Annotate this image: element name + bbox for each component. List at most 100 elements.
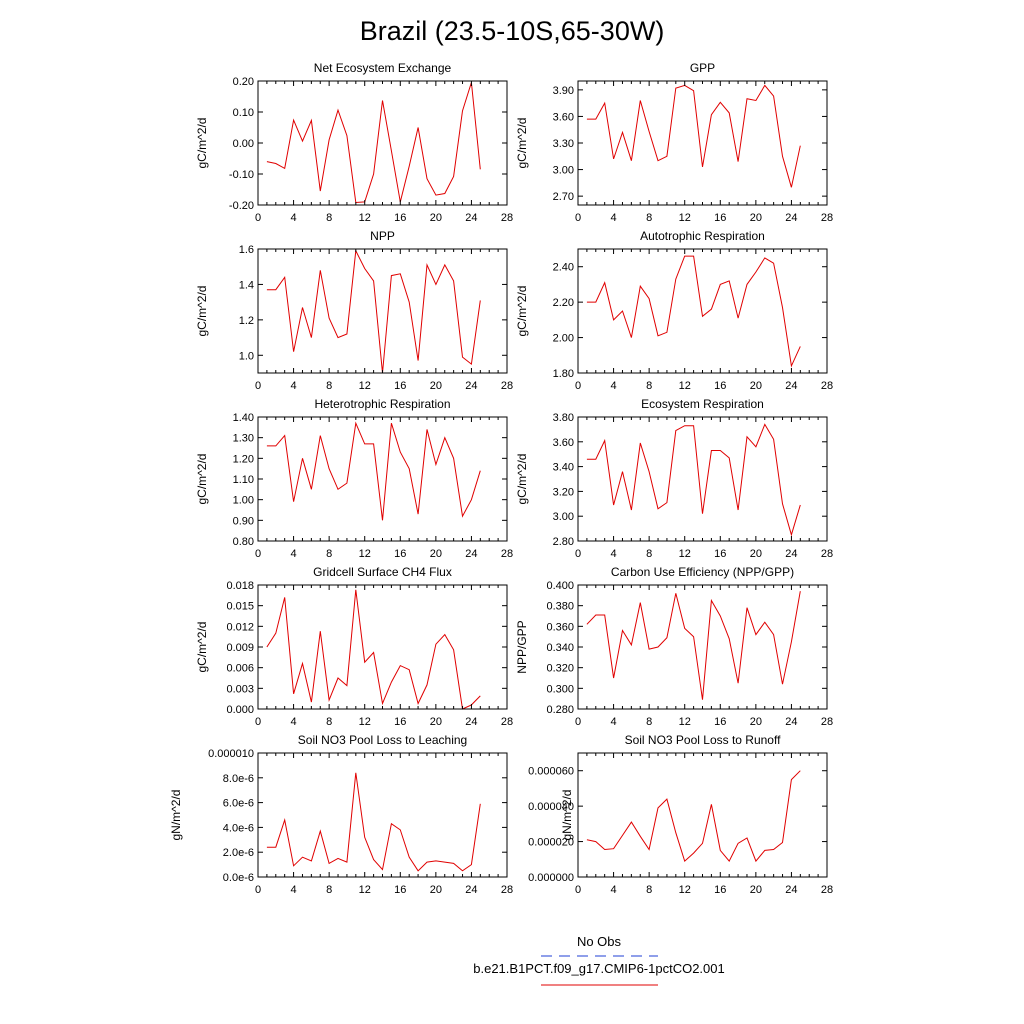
panel-10-xtick-label: 8: [646, 884, 652, 896]
panel-7-ytick-label: 0.000: [226, 704, 254, 716]
panel-3-xtick-label: 4: [291, 380, 297, 392]
legend-model-label: b.e21.B1PCT.f09_g17.CMIP6-1pctCO2.001: [473, 961, 724, 976]
panel-2-ytick-label: 3.90: [553, 85, 574, 97]
panel-9-ytick-label: 2.0e-6: [223, 847, 254, 859]
panel-9: Soil NO3 Pool Loss to Leaching 0 4 8 12 16 20 2…: [169, 733, 513, 896]
panel-10-ytick-label: 0.000040: [528, 801, 574, 813]
panel-2-ytick-label: 3.30: [553, 138, 574, 150]
panel-7-xtick-label: 28: [501, 716, 513, 728]
panel-7-ylabel: gC/m^2/d: [195, 622, 209, 673]
panel-10-plot-frame: [577, 752, 828, 878]
panel-9-xtick-label: 12: [359, 884, 371, 896]
legend-obs-label: No Obs: [577, 934, 622, 949]
panel-6-xtick-label: 8: [646, 548, 652, 560]
panel-7-series-line: [266, 589, 481, 710]
panel-10-ylabel: gN/m^2/d: [560, 790, 574, 841]
panel-5-xtick-label: 24: [465, 548, 477, 560]
panel-4-ytick-label: 1.80: [553, 368, 574, 380]
panel-6-xtick-label: 0: [575, 548, 581, 560]
panel-3: NPP 0 4 8 12 16 20 24 28 1.0 1.2 1.4 1.6 gC/m^2/d: [195, 229, 513, 392]
panel-5: Heterotrophic Respiration 0 4 8 12 16 20 24 28 0.…: [195, 397, 513, 560]
panel-7-xtick-label: 0: [255, 716, 261, 728]
panel-2-xtick-label: 28: [821, 212, 833, 224]
panel-6: Ecosystem Respiration 0 4 8 12 16 20 24 28 2.80 3.…: [515, 397, 833, 560]
panel-1-title: Net Ecosystem Exchange: [314, 61, 452, 75]
panel-3-xtick-label: 16: [394, 380, 406, 392]
panel-2-xtick-label: 16: [714, 212, 726, 224]
panel-9-ytick-label: 8.0e-6: [223, 773, 254, 785]
panel-3-xtick-label: 24: [465, 380, 477, 392]
panel-5-xtick-label: 28: [501, 548, 513, 560]
panel-3-xtick-label: 20: [430, 380, 442, 392]
panel-8-xtick-label: 24: [785, 716, 797, 728]
panel-2-plot-frame: [577, 80, 828, 206]
panel-8-xtick-label: 0: [575, 716, 581, 728]
panel-1-xtick-label: 12: [359, 212, 371, 224]
panel-9-xtick-label: 16: [394, 884, 406, 896]
panel-5-ytick-label: 0.80: [233, 536, 254, 548]
panel-5-ytick-label: 1.40: [233, 412, 254, 424]
panel-3-ylabel: gC/m^2/d: [195, 286, 209, 337]
panel-4-ytick-label: 2.00: [553, 333, 574, 345]
panel-9-title: Soil NO3 Pool Loss to Leaching: [298, 733, 467, 747]
panel-7-ytick-label: 0.015: [226, 601, 254, 613]
panel-9-ytick-label: 0.0e-6: [223, 872, 254, 884]
panel-3-ytick-label: 1.4: [239, 279, 254, 291]
panel-7-title: Gridcell Surface CH4 Flux: [313, 565, 452, 579]
panel-6-xtick-label: 20: [750, 548, 762, 560]
panel-5-plot-frame: [257, 416, 508, 542]
panel-7-ytick-label: 0.006: [226, 663, 254, 675]
panel-8-plot-frame: [577, 584, 828, 710]
panel-6-ytick-label: 3.60: [553, 437, 574, 449]
panel-3-title: NPP: [370, 229, 395, 243]
panel-6-xtick-label: 28: [821, 548, 833, 560]
panel-4-xtick-label: 16: [714, 380, 726, 392]
panel-5-xtick-label: 8: [326, 548, 332, 560]
panel-7-xtick-label: 16: [394, 716, 406, 728]
panel-6-ytick-label: 2.80: [553, 536, 574, 548]
panel-5-xtick-label: 12: [359, 548, 371, 560]
panel-1-xtick-label: 16: [394, 212, 406, 224]
panel-5-ytick-label: 1.10: [233, 474, 254, 486]
panel-8-xtick-label: 16: [714, 716, 726, 728]
panel-3-xtick-label: 12: [359, 380, 371, 392]
panel-8-ylabel: NPP/GPP: [515, 620, 529, 673]
panel-10-ytick-label: 0.000060: [528, 766, 574, 778]
panel-9-xtick-label: 4: [291, 884, 297, 896]
panel-8-ytick-label: 0.320: [546, 663, 574, 675]
panel-10-series-line: [586, 770, 801, 863]
panel-4-xtick-label: 20: [750, 380, 762, 392]
panel-7-ytick-label: 0.009: [226, 642, 254, 654]
figure-title: Brazil (23.5-10S,65-30W): [360, 16, 665, 46]
panel-5-ytick-label: 1.20: [233, 453, 254, 465]
panel-9-plot-frame: [257, 752, 508, 878]
panel-4-xtick-label: 4: [611, 380, 617, 392]
panel-8-title: Carbon Use Efficiency (NPP/GPP): [611, 565, 794, 579]
panel-5-ytick-label: 0.90: [233, 515, 254, 527]
panel-2-ytick-label: 3.60: [553, 111, 574, 123]
panel-8-ytick-label: 0.400: [546, 580, 574, 592]
panel-10-xtick-label: 4: [611, 884, 617, 896]
panel-6-ytick-label: 3.40: [553, 462, 574, 474]
panel-4: Autotrophic Respiration 0 4 8 12 16 20 24 28 1.80…: [515, 229, 833, 392]
panel-3-ytick-label: 1.6: [239, 244, 254, 256]
panel-9-xtick-label: 20: [430, 884, 442, 896]
panel-7-ytick-label: 0.003: [226, 683, 254, 695]
panel-9-xtick-label: 0: [255, 884, 261, 896]
panel-6-title: Ecosystem Respiration: [641, 397, 764, 411]
panel-1-ytick-label: 0.20: [233, 76, 254, 88]
panel-1-xtick-label: 24: [465, 212, 477, 224]
panel-4-xtick-label: 0: [575, 380, 581, 392]
panel-2-xtick-label: 24: [785, 212, 797, 224]
panel-5-xtick-label: 16: [394, 548, 406, 560]
panel-4-xtick-label: 8: [646, 380, 652, 392]
panel-9-ylabel: gN/m^2/d: [169, 790, 183, 841]
panel-6-xtick-label: 24: [785, 548, 797, 560]
panel-4-xtick-label: 24: [785, 380, 797, 392]
panel-7-xtick-label: 12: [359, 716, 371, 728]
panel-3-xtick-label: 28: [501, 380, 513, 392]
panel-6-plot-frame: [577, 416, 828, 542]
panel-2-xtick-label: 20: [750, 212, 762, 224]
panel-8: Carbon Use Efficiency (NPP/GPP) 0 4 8 12 16 20…: [515, 565, 833, 728]
